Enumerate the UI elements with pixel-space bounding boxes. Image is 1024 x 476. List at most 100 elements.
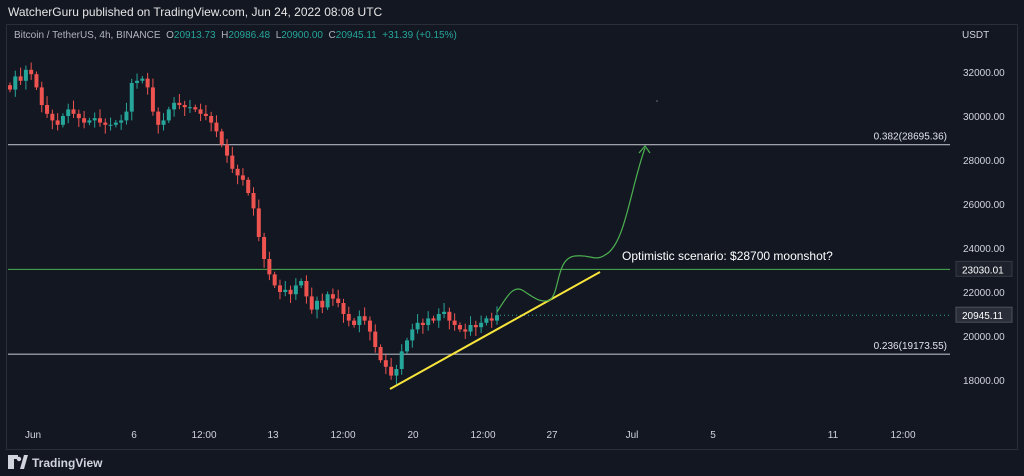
candle-body [29,69,34,75]
candle-body [299,281,304,286]
candle-body [473,325,478,328]
candle-body [362,316,367,321]
candle-body [484,318,489,323]
candle-body [288,289,293,295]
candle-body [463,329,468,332]
candle-body [23,69,28,81]
candle-body [172,102,177,110]
y-tick-label: 32000.00 [963,68,1005,79]
candle-body [45,105,50,114]
candle-body [76,113,81,119]
y-tick-label: 22000.00 [963,288,1005,299]
candle-body [357,316,362,325]
candle-body [378,347,383,361]
support-price-label: 23030.01 [962,265,1004,276]
candle-body [389,366,394,376]
candle-body [436,314,441,321]
x-tick-label: 13 [267,430,279,441]
close-value: 20945.11 [335,30,377,41]
candle-body [262,237,267,259]
scenario-path [496,147,646,313]
candle-body [13,76,18,90]
x-tick-label: 6 [131,430,137,441]
scenario-annotation: Optimistic scenario: $28700 moonshot? [622,249,833,263]
high-key: H [221,30,229,41]
candle-body [182,105,187,108]
change-value: +31.39 (+0.15%) [382,30,457,41]
fib-level-label: 0.382(28695.36) [874,132,947,143]
candle-body [198,109,203,114]
candle-body [341,303,346,314]
candle-body [399,351,404,369]
candle-body [272,274,277,286]
chart-panel[interactable] [6,24,1018,450]
candle-body [55,120,60,125]
currency-label: USDT [962,30,990,41]
low-value: 20900.00 [281,30,323,41]
candle-body [420,322,425,325]
candle-body [71,109,76,114]
close-key: C [328,30,336,41]
candle-body [135,80,140,83]
candle-body [203,113,208,116]
x-tick-label: 12:00 [470,430,495,441]
trendline [389,271,601,390]
candle-body [209,116,214,123]
candle-body [177,102,182,105]
candle-body [82,118,87,123]
footer-bar: TradingView [0,452,1024,476]
x-tick-label: Jun [25,430,41,441]
candle-body [315,300,320,310]
x-tick-label: 20 [407,430,419,441]
candle-body [405,340,410,352]
candle-body [320,300,325,308]
tradingview-logo-icon [8,455,28,469]
x-tick-label: 27 [546,430,558,441]
candle-body [66,109,71,116]
x-tick-label: 11 [828,430,839,441]
candle-body [50,113,55,121]
x-tick-label: 12:00 [191,430,216,441]
candle-body [415,322,420,330]
symbol-label: Bitcoin / TetherUS, 4h, BINANCE [14,30,161,41]
candle-body [39,87,44,105]
candle-body [325,294,330,308]
publisher-header: WatcherGuru published on TradingView.com… [8,5,383,19]
x-tick-label: 12:00 [890,430,915,441]
current-price-box [955,306,1013,323]
candle-body [373,331,378,347]
open-value: 20913.73 [173,30,216,41]
candle-body [336,298,341,303]
candle-body [346,314,351,321]
candle-body [119,120,124,123]
candle-body [193,107,198,110]
candle-body [410,329,415,341]
x-tick-label: Jul [626,430,639,441]
stray-dot [656,100,658,102]
candle-body [309,296,314,310]
high-value: 20986.48 [228,30,271,41]
y-tick-label: 24000.00 [963,244,1005,255]
fib-level-label: 0.236(19173.55) [874,341,947,352]
candle-body [34,74,39,88]
candle-body [277,285,282,292]
candle-body [145,78,150,88]
candle-body [394,369,399,376]
candle-body [283,289,288,292]
candle-body [452,320,457,325]
candle-body [156,111,161,125]
candle-body [8,85,12,90]
candle-body [140,78,145,81]
candle-body [330,294,335,299]
candle-body [87,120,92,123]
candle-body [468,325,473,332]
candle-body [113,122,118,125]
low-key: L [275,30,282,41]
candle-body [489,318,494,321]
candle-body [457,325,462,330]
open-key: O [166,30,174,41]
candle-body [479,322,484,328]
footer-brand: TradingView [32,456,103,470]
current-price-label: 20945.11 [962,311,1003,322]
